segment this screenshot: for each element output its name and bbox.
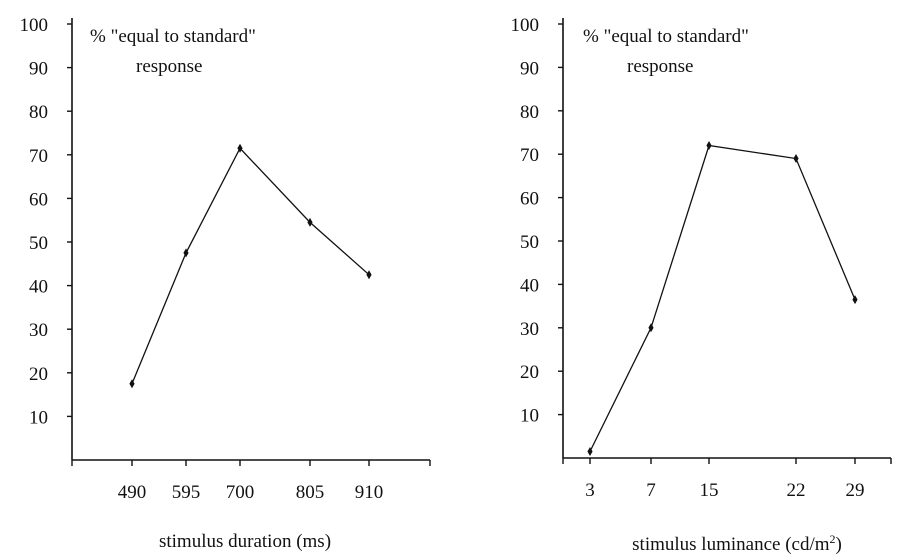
x-tick-label: 910 <box>355 482 384 503</box>
y-tick-label: 70 <box>520 145 539 166</box>
y-tick-label: 60 <box>29 189 48 210</box>
ylabel-line-2: response <box>136 56 202 77</box>
series-line <box>589 144 856 452</box>
data-point <box>366 270 372 280</box>
y-tick-label: 20 <box>520 362 539 383</box>
x-tick-label: 15 <box>700 480 719 501</box>
y-tick-label: 10 <box>29 407 48 428</box>
x-tick-label: 3 <box>585 480 595 501</box>
x-tick-label: 22 <box>787 480 806 501</box>
x-tick-label: 595 <box>172 482 201 503</box>
xlabel: stimulus duration (ms) <box>159 531 331 552</box>
ylabel-line-2: response <box>627 56 693 77</box>
y-tick-label: 90 <box>520 58 539 79</box>
data-point <box>648 323 654 333</box>
data-point <box>237 143 243 153</box>
data-point <box>307 217 313 227</box>
y-tick-label: 100 <box>20 15 49 36</box>
data-point <box>706 141 712 151</box>
ylabel-line-1: % "equal to standard" <box>583 26 749 47</box>
y-tick-label: 20 <box>29 364 48 385</box>
y-tick-label: 50 <box>29 233 48 254</box>
data-point <box>129 379 135 389</box>
y-tick-label: 30 <box>29 320 48 341</box>
data-point <box>183 248 189 258</box>
data-point <box>587 446 593 456</box>
y-tick-label: 100 <box>511 15 540 36</box>
y-tick-label: 70 <box>29 146 48 167</box>
y-tick-label: 30 <box>520 319 539 340</box>
xlabel: stimulus luminance (cd/m2) <box>632 532 842 555</box>
data-point <box>852 295 858 305</box>
y-tick-label: 40 <box>29 277 48 298</box>
data-point <box>793 154 799 164</box>
y-tick-label: 60 <box>520 189 539 210</box>
x-tick-label: 700 <box>226 482 255 503</box>
x-tick-label: 29 <box>846 480 865 501</box>
y-tick-label: 80 <box>29 102 48 123</box>
y-tick-label: 90 <box>29 59 48 80</box>
x-tick-label: 490 <box>118 482 147 503</box>
chart-stimulus-luminance: % "equal to standard" response stimulus … <box>511 15 892 555</box>
y-tick-label: 40 <box>520 275 539 296</box>
y-tick-label: 80 <box>520 102 539 123</box>
x-tick-label: 7 <box>646 480 656 501</box>
series-line <box>131 147 370 384</box>
y-tick-label: 10 <box>520 406 539 427</box>
ylabel-line-1: % "equal to standard" <box>90 26 256 47</box>
chart-stimulus-duration: % "equal to standard" response stimulus … <box>20 15 431 552</box>
x-tick-label: 805 <box>296 482 325 503</box>
y-tick-label: 50 <box>520 232 539 253</box>
